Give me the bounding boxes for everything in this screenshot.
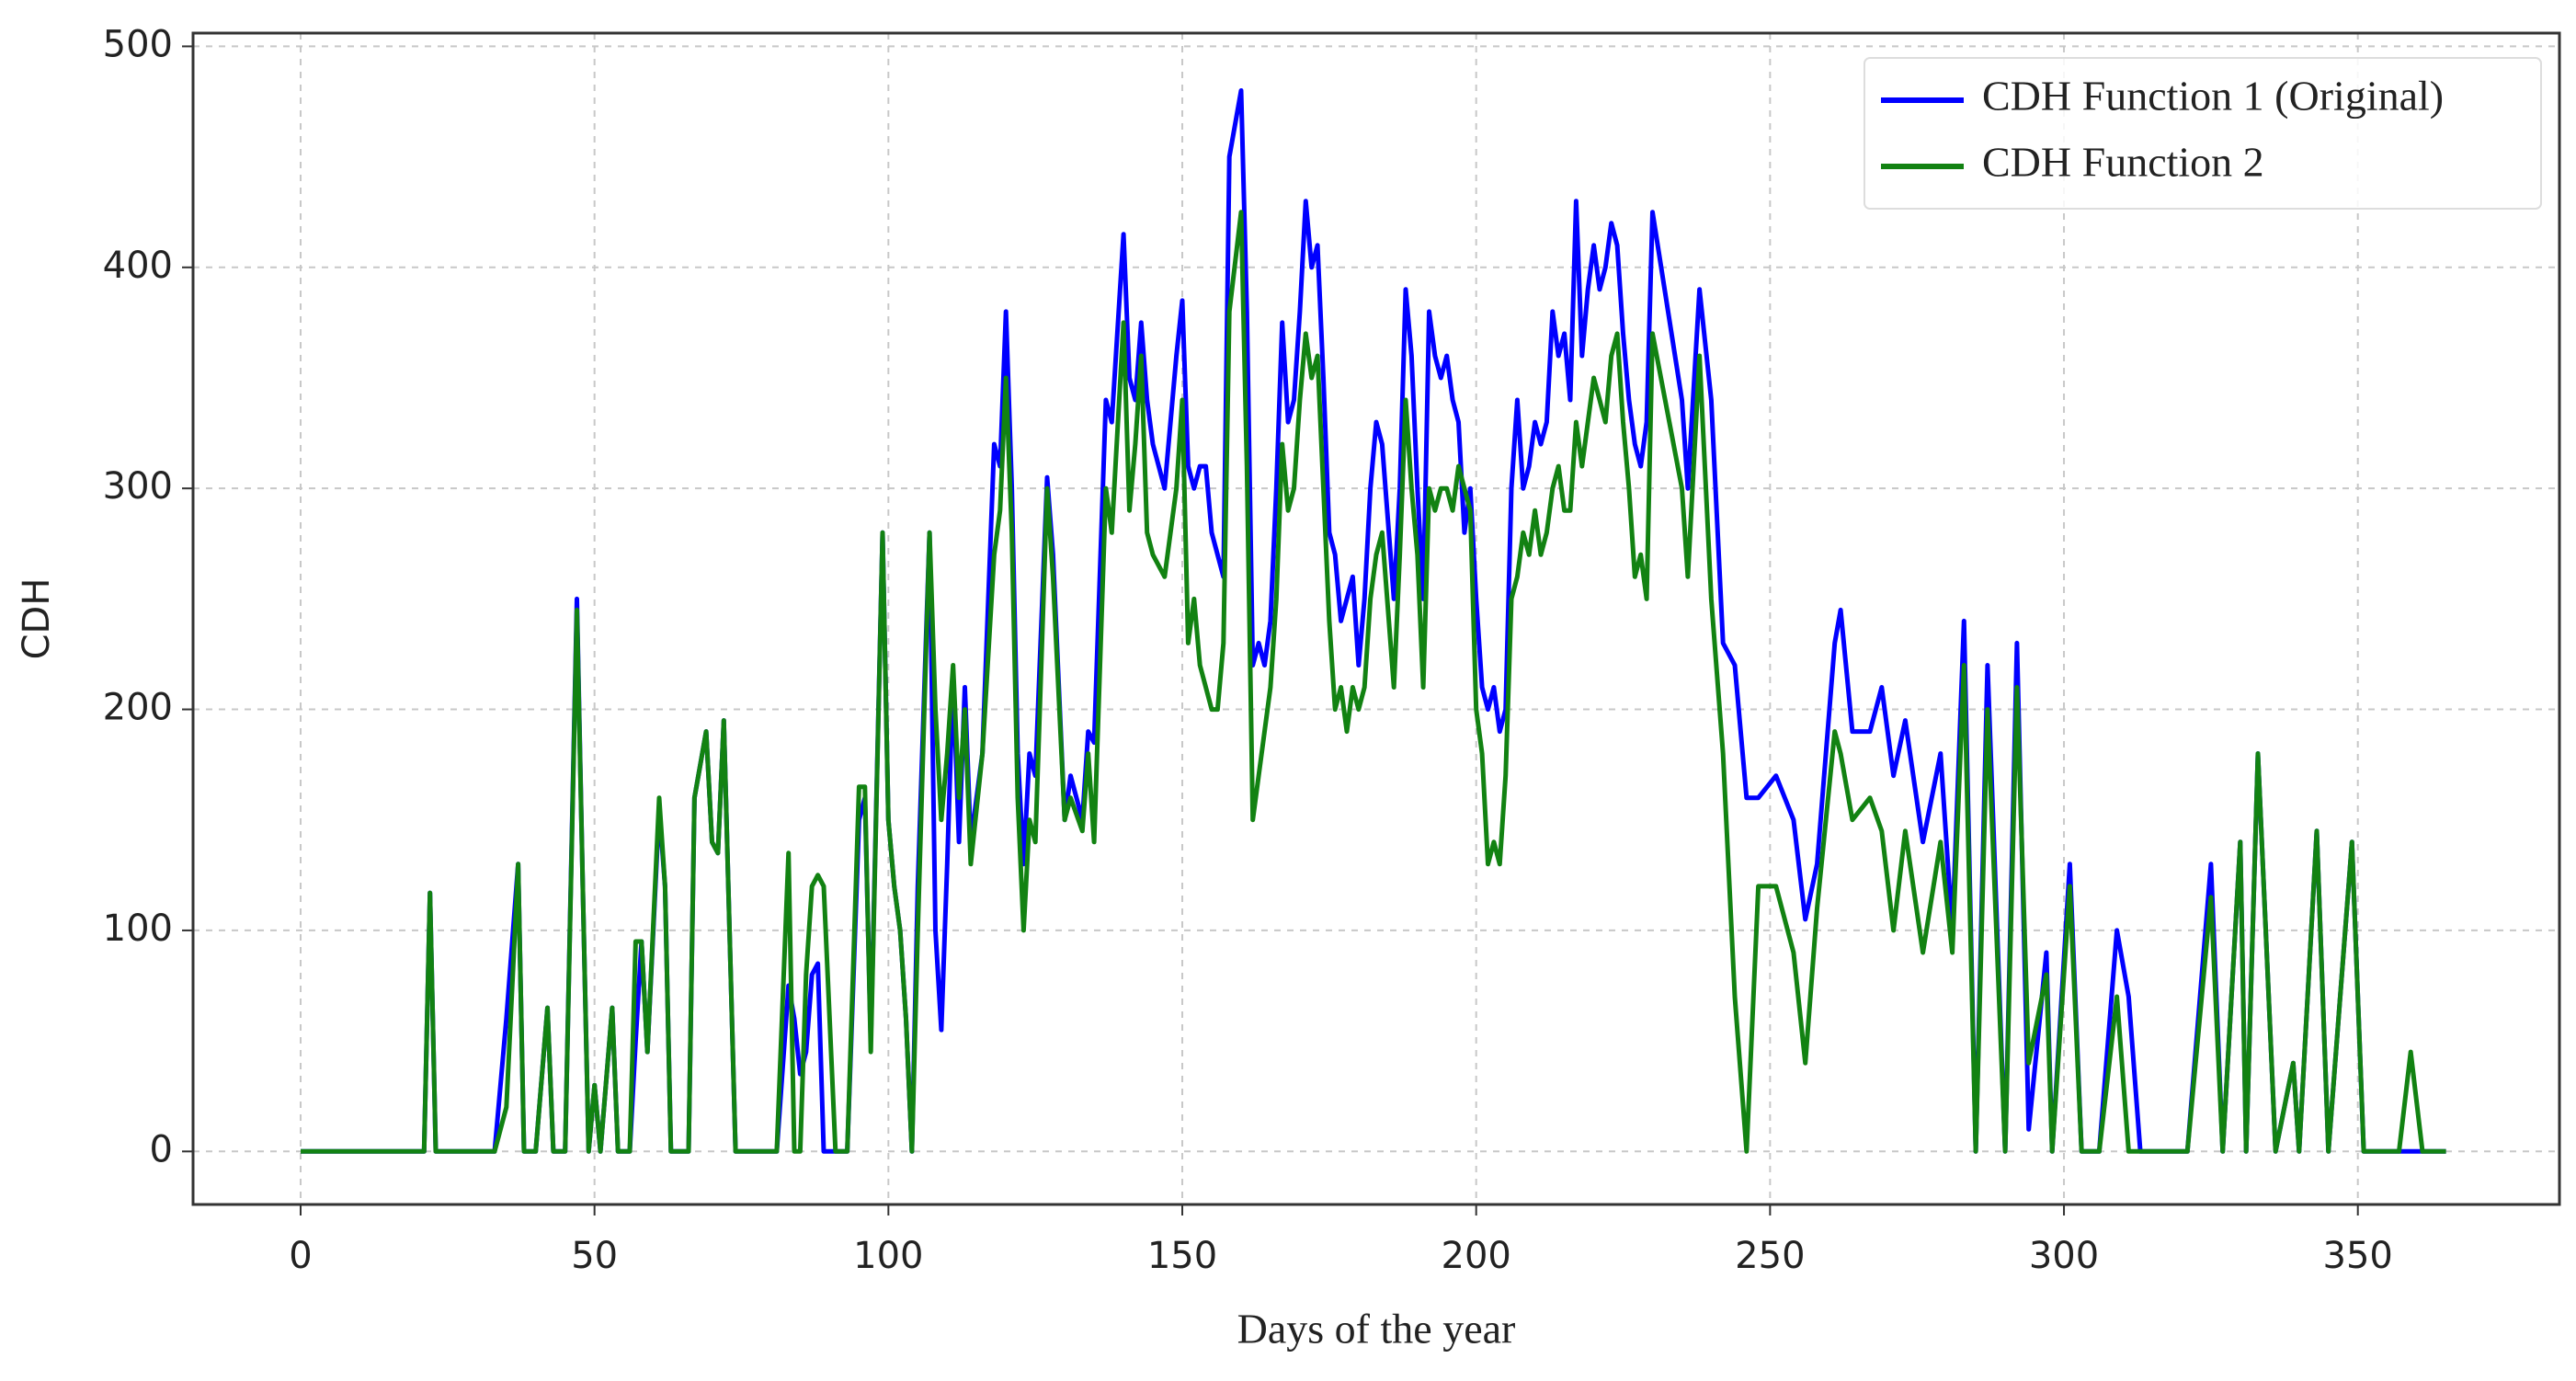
y-tick-label: 100 (103, 907, 173, 950)
lines (301, 88, 2446, 1154)
ticks: 0 50 100 150 200 250 300 350 0 100 200 300 400 500 (103, 23, 2393, 1277)
y-tick-label: 400 (103, 245, 173, 287)
legend-box (1864, 57, 2542, 210)
x-tick-label: 300 (2029, 1235, 2099, 1277)
legend-label: CDH Function 2 (1982, 139, 2264, 186)
x-tick-label: 350 (2323, 1235, 2393, 1277)
x-tick-label: 100 (853, 1235, 923, 1277)
plot-frame (191, 31, 2561, 1206)
x-axis-label: Days of the year (1237, 1306, 1516, 1352)
x-tick-label: 150 (1147, 1235, 1217, 1277)
x-tick-label: 200 (1442, 1235, 1511, 1277)
x-tick-label: 50 (571, 1235, 618, 1277)
data-line (301, 210, 2446, 1154)
y-tick-label: 0 (150, 1128, 173, 1170)
y-axis-label: CDH (16, 578, 58, 660)
legend-label: CDH Function 1 (Original) (1982, 73, 2444, 120)
x-tick-label: 250 (1735, 1235, 1805, 1277)
legend: CDH Function 1 (Original) CDH Function 2 (1864, 57, 2542, 210)
y-tick-label: 500 (103, 23, 173, 65)
y-tick-label: 300 (103, 465, 173, 508)
x-tick-label: 0 (289, 1235, 312, 1277)
y-tick-label: 200 (103, 687, 173, 729)
